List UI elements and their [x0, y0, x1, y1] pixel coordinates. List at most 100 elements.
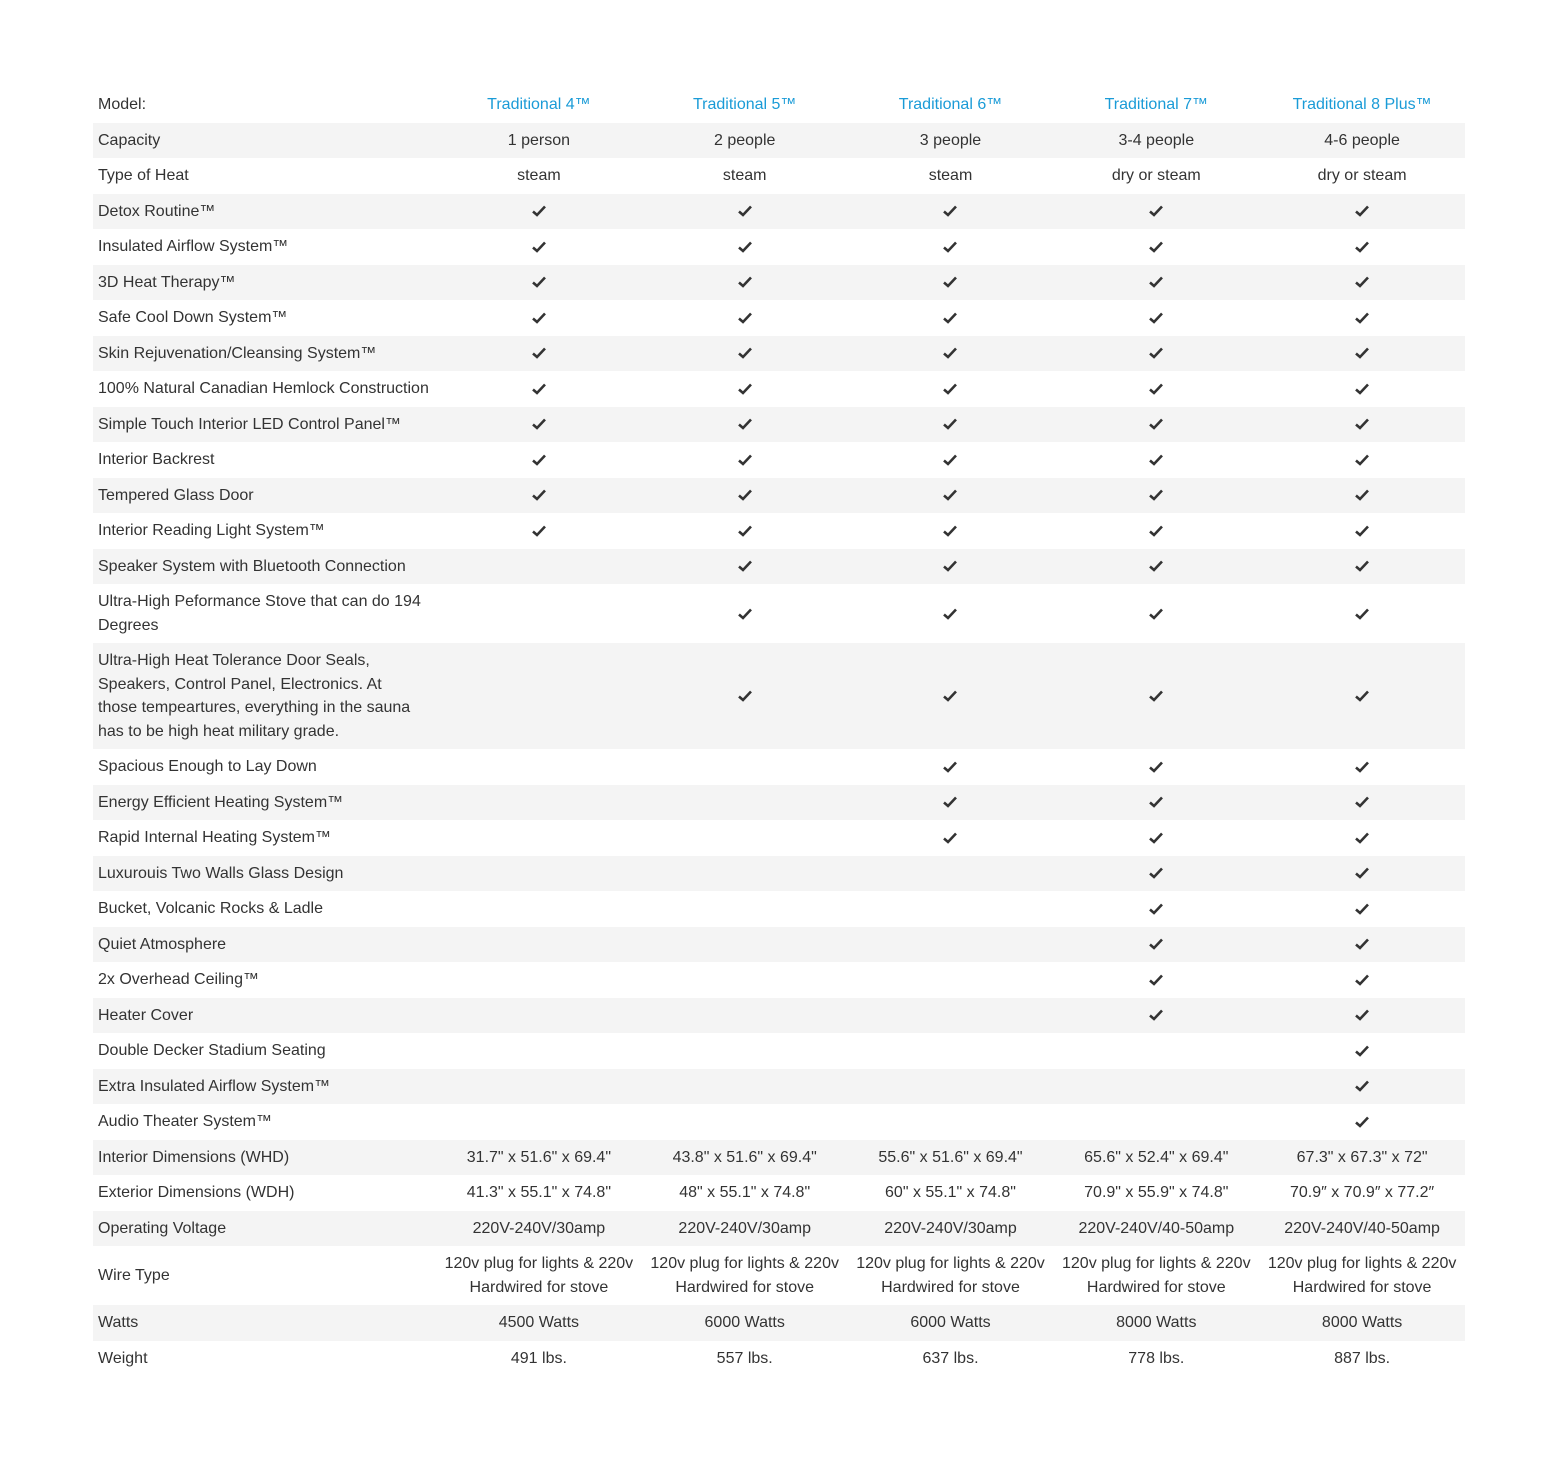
checkmark-icon: [943, 383, 958, 395]
feature-cell: [848, 749, 1054, 785]
feature-cell: [1053, 1104, 1259, 1140]
value-cell: 1 person: [436, 122, 642, 158]
table-row: Weight 491 lbs. 557 lbs. 637 lbs. 778 lbs. 88…: [93, 1341, 1465, 1377]
feature-cell: [436, 300, 642, 336]
checkmark-icon: [737, 383, 752, 395]
feature-cell: [847, 784, 1054, 820]
table-row: Luxurouis Two Walls Glass Design: [93, 855, 1465, 891]
table-row: Interior Backrest: [93, 442, 1465, 478]
feature-cell: [847, 997, 1054, 1033]
checkmark-icon: [943, 796, 958, 809]
comparison-table: Model: Traditional 4™ Traditional 5™ Tra…: [93, 87, 1465, 1376]
feature-cell: [641, 643, 848, 749]
checkmark-icon: [943, 690, 958, 702]
feature-cell: [847, 548, 1054, 584]
model-label: Model:: [98, 96, 147, 113]
value-cell: 48" x 55.1" x 74.8": [679, 1184, 811, 1201]
feature-cell: [848, 962, 1054, 998]
checkmark-icon: [1149, 347, 1164, 360]
table-row: 100% Natural Canadian Hemlock Constructi…: [93, 371, 1465, 407]
model-link[interactable]: Traditional 4™: [487, 96, 591, 113]
table-row: Safe Cool Down System™: [93, 300, 1465, 336]
table-row: Rapid Internal Heating System™: [93, 820, 1465, 856]
feature-cell: [1053, 406, 1260, 442]
feature-cell: [641, 784, 848, 820]
feature-cell: [1053, 193, 1260, 229]
checkmark-icon: [1355, 276, 1370, 289]
checkmark-icon: [1355, 560, 1370, 573]
table-row: Wire Type 120v plug for lights & 220v Har…: [93, 1246, 1465, 1305]
feature-cell: [436, 643, 642, 749]
model-link[interactable]: Traditional 5™: [692, 96, 797, 113]
checkmark-icon: [1149, 938, 1164, 951]
feature-cell: [1259, 406, 1465, 442]
feature-cell: [642, 442, 848, 478]
model-link[interactable]: Traditional 8 Plus™: [1292, 96, 1432, 113]
row-label: 3D Heat Therapy™: [93, 264, 436, 300]
checkmark-icon: [1355, 205, 1370, 218]
table-row: Speaker System with Bluetooth Connection: [93, 548, 1465, 584]
value-cell: 120v plug for lights & 220v Hardwired fo…: [1062, 1255, 1251, 1296]
feature-cell: [848, 1033, 1054, 1069]
feature-cell: [1053, 442, 1259, 478]
row-label: Exterior Dimensions (WDH): [98, 1184, 295, 1201]
checkmark-icon: [737, 560, 752, 573]
model-link[interactable]: Traditional 7™: [1104, 96, 1209, 113]
feature-cell: [641, 548, 848, 584]
row-label: Watts: [93, 1305, 436, 1341]
feature-cell: [1259, 477, 1465, 513]
value-cell: 31.7" x 51.6" x 69.4": [436, 1139, 642, 1175]
checkmark-icon: [532, 489, 546, 502]
feature-cell: [436, 513, 642, 549]
feature-cell: [436, 926, 642, 962]
checkmark-icon: [1149, 383, 1164, 395]
feature-cell: [848, 1104, 1054, 1140]
checkmark-icon: [737, 489, 752, 502]
value-cell: 8000 Watts: [1259, 1305, 1465, 1341]
table-row: Ultra-High Heat Tolerance Door Seals, Sp…: [93, 643, 1465, 749]
feature-cell: [1259, 548, 1465, 584]
row-label: 2x Overhead Ceiling™: [98, 971, 259, 988]
checkmark-icon: [1149, 832, 1164, 844]
feature-cell: [1259, 229, 1465, 265]
feature-cell: [1259, 442, 1465, 478]
checkmark-icon: [737, 608, 752, 620]
checkmark-icon: [943, 312, 958, 324]
value-cell: 41.3" x 55.1" x 74.8": [466, 1184, 612, 1201]
checkmark-icon: [1355, 454, 1370, 466]
feature-cell: [1259, 962, 1465, 998]
row-label: 100% Natural Canadian Hemlock Constructi…: [98, 380, 429, 397]
value-cell: 120v plug for lights & 220v Hardwired fo…: [650, 1255, 839, 1296]
checkmark-icon: [1355, 761, 1370, 773]
table-row: Tempered Glass Door: [93, 477, 1465, 513]
feature-cell: [1053, 477, 1260, 513]
feature-cell: [1053, 1033, 1259, 1069]
checkmark-icon: [532, 241, 546, 253]
row-label: Interior Dimensions (WHD): [93, 1139, 436, 1175]
checkmark-icon: [1149, 560, 1164, 573]
value-cell: steam: [722, 167, 767, 184]
value-cell: dry or steam: [1317, 167, 1407, 184]
feature-cell: [1259, 643, 1465, 749]
checkmark-icon: [1149, 761, 1164, 773]
table-row: Quiet Atmosphere: [93, 926, 1465, 962]
checkmark-icon: [532, 205, 546, 218]
feature-cell: [641, 1068, 848, 1104]
row-label: Type of Heat: [98, 167, 189, 184]
value-cell: 70.9" x 55.9" x 74.8": [1084, 1184, 1229, 1201]
checkmark-icon: [1149, 903, 1164, 915]
feature-cell: [642, 962, 848, 998]
value-cell: 220V-240V/30amp: [641, 1210, 848, 1246]
row-label: Speaker System with Bluetooth Connection: [93, 548, 436, 584]
row-label: Extra Insulated Airflow System™: [93, 1068, 436, 1104]
checkmark-icon: [1149, 867, 1164, 880]
table-row: Heater Cover: [93, 997, 1465, 1033]
feature-cell: [436, 193, 642, 229]
value-cell: steam: [928, 167, 973, 184]
table-row: 3D Heat Therapy™: [93, 264, 1465, 300]
checkmark-icon: [737, 690, 752, 702]
feature-cell: [641, 477, 848, 513]
row-label: Safe Cool Down System™: [98, 309, 288, 326]
value-cell: 637 lbs.: [922, 1349, 979, 1367]
model-link[interactable]: Traditional 6™: [898, 96, 1003, 113]
